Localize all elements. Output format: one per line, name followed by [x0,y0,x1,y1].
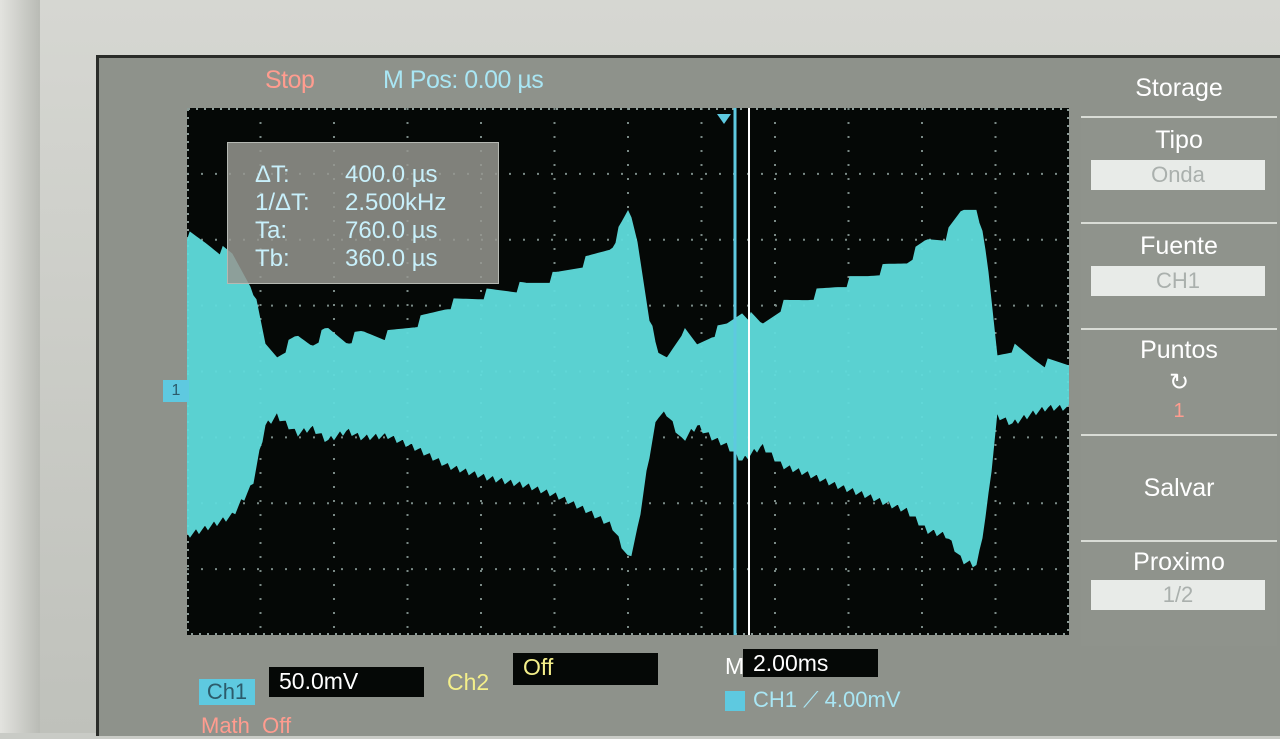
cursor-row-ta: Ta: 760.0 µs [255,217,438,244]
tipo-label: Tipo [1155,126,1203,154]
waveform-display: ΔT: 400.0 µs 1/ΔT: 2.500kHz Ta: 760.0 µs Tb… [187,108,1069,635]
ch1-waveform-trace [187,209,1069,568]
puntos-value: 1 [1173,400,1185,422]
menu-salvar[interactable]: Salvar [1081,434,1277,540]
bezel-left-edge [0,0,40,733]
mpos-label: M Pos: 0.00 µs [383,66,544,94]
status-bar: Ch1 50.0mV Ch2 Off M 2.00ms CH1 ⟋ 4.00mV… [99,643,1280,738]
waveform-svg [187,108,1069,635]
ch1-scale: 50.0mV [269,667,424,697]
salvar-label: Salvar [1143,474,1215,502]
timebase-label: M [725,653,745,679]
rising-edge-icon: ⟋ [803,687,819,712]
trigger-icon [725,691,745,712]
puntos-label: Puntos [1140,336,1218,364]
menu-fuente[interactable]: Fuente CH1 [1081,222,1277,328]
menu-proximo[interactable]: Proximo 1/2 [1081,540,1277,646]
mpos-value: 0.00 µs [464,66,544,94]
trigger-info: CH1 ⟋ 4.00mV [725,687,901,713]
proximo-value: 1/2 [1091,580,1265,610]
trigger-position-icon [717,114,731,124]
menu-tipo[interactable]: Tipo Onda [1081,116,1277,222]
timebase-value: 2.00ms [743,649,878,677]
menu-title: Storage [1135,74,1223,102]
fuente-value: CH1 [1091,266,1265,296]
oscilloscope-screen: Stop M Pos: 0.00 µs ΔT: 400.0 µs 1/ΔT: 2.5… [96,55,1280,738]
storage-menu: Storage Tipo Onda Fuente CH1 Puntos ↻ 1 … [1081,68,1280,688]
grid-border [187,108,1069,635]
cursor-readout-panel: ΔT: 400.0 µs 1/ΔT: 2.500kHz Ta: 760.0 µs Tb… [227,142,499,284]
ch1-tag: Ch1 [199,679,255,705]
proximo-label: Proximo [1133,548,1225,576]
cursor-row-dt: ΔT: 400.0 µs [255,161,438,188]
cursor-row-freq: 1/ΔT: 2.500kHz [255,189,447,216]
rotate-icon: ↻ [1168,369,1190,396]
ch2-label: Ch2 [447,669,490,695]
tipo-value: Onda [1091,160,1265,190]
cursor-row-tb: Tb: 360.0 µs [255,245,438,272]
math-label: Math Off [201,713,292,738]
run-state: Stop [265,66,315,94]
fuente-label: Fuente [1140,232,1218,260]
channel1-ground-marker: 1 [163,380,189,402]
menu-puntos[interactable]: Puntos ↻ 1 [1081,328,1277,434]
ch2-state: Off [513,653,658,685]
